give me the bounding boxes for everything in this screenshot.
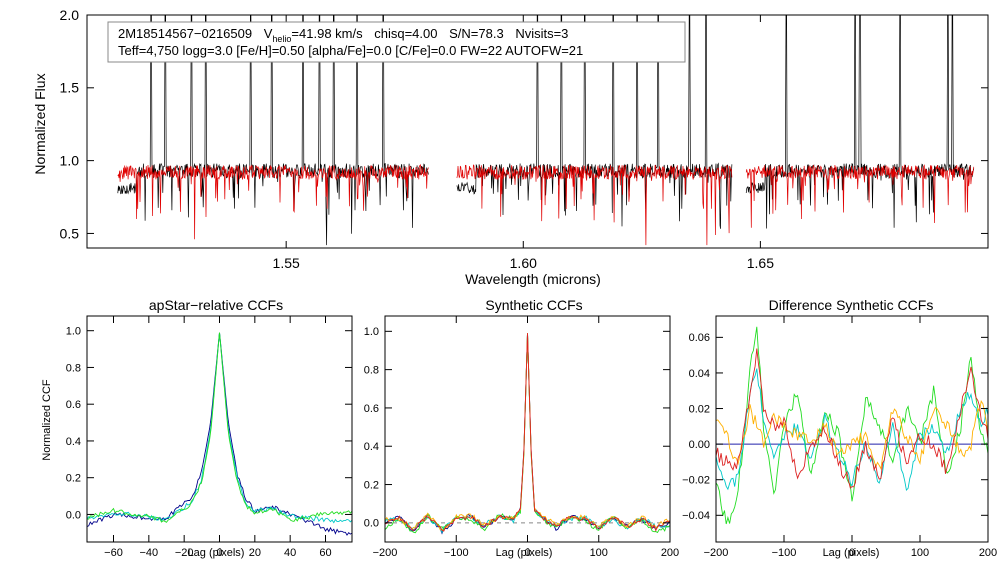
legend-nvisits: Nvisits=3 xyxy=(515,26,568,41)
synthetic-ccf-series xyxy=(385,333,670,535)
synthetic-ccf-panel: −200 −100 0 100 200 0.0 0.2 0.4 0.6 0.8 1.0 Synthe… xyxy=(364,297,679,559)
y-tick-label: 0.8 xyxy=(66,362,81,374)
legend-star-id: 2M18514567−0216509 xyxy=(118,26,252,41)
spectrum-panel: 1.55 1.60 1.65 0.5 1.0 1.5 2.0 Wavelength (mic… xyxy=(32,7,989,287)
y-tick-label: 0.00 xyxy=(689,439,710,451)
legend-chisq: chisq=4.00 xyxy=(374,26,437,41)
apstar-ccf-ylabel: Normalized CCF xyxy=(41,379,53,461)
spectrum-axes-frame xyxy=(86,14,989,249)
apstar-ccf-title: apStar−relative CCFs xyxy=(149,297,283,313)
difference-ccf-series xyxy=(716,326,988,525)
spectrum-ylabel: Normalized Flux xyxy=(32,73,48,174)
spectrum-ticks: 1.55 1.60 1.65 0.5 1.0 1.5 2.0 xyxy=(60,7,988,271)
legend-box xyxy=(107,21,686,63)
synthetic_ccf-series-model-1 xyxy=(385,333,670,535)
y-tick-label: 0.4 xyxy=(364,441,379,453)
legend-vhelio-sub: helio xyxy=(272,34,291,44)
y-tick-label: 0.2 xyxy=(66,473,81,485)
difference-ccf-title: Difference Synthetic CCFs xyxy=(769,297,934,313)
synthetic-ccf-title: Synthetic CCFs xyxy=(485,297,582,313)
y-tick-label: −0.02 xyxy=(682,475,710,487)
diff_ccf-series-diff-2 xyxy=(716,368,988,492)
y-tick-label: 0.5 xyxy=(60,225,80,241)
y-tick-label: 0.6 xyxy=(66,399,81,411)
y-tick-label: 1.0 xyxy=(60,153,80,169)
y-tick-label: 0.0 xyxy=(66,509,81,521)
difference-ccf-panel: −200 −100 0 100 200 −0.04 −0.02 0.00 0.02 0.04 0.0… xyxy=(682,297,997,559)
x-tick-label: 40 xyxy=(284,547,296,559)
spectrum-series-model xyxy=(117,163,975,246)
apstar_ccf-series-visit-1 xyxy=(87,332,352,536)
x-tick-label: 1.55 xyxy=(273,255,300,271)
x-tick-label: 100 xyxy=(911,547,929,559)
y-tick-label: 1.5 xyxy=(60,80,80,96)
spectrum-series xyxy=(117,15,975,246)
spectrum-legend: 2M18514567−0216509 Vhelio=41.98 km/s chi… xyxy=(107,21,686,63)
apstar-ccf-panel: −60 −40 −20 0 20 40 60 0.0 0.2 0.4 0.6 0.8 1.0 apSta… xyxy=(41,297,353,559)
x-tick-label: 200 xyxy=(979,547,997,559)
x-tick-label: −40 xyxy=(139,547,158,559)
legend-vhelio-prefix: V xyxy=(264,26,273,41)
x-tick-label: 60 xyxy=(319,547,331,559)
difference-ccf-xlabel: Lag (pixels) xyxy=(823,547,880,559)
legend-line-1: 2M18514567−0216509 Vhelio=41.98 km/s chi… xyxy=(118,26,568,44)
synthetic-ccf-axes-frame xyxy=(384,315,671,543)
y-tick-label: 1.0 xyxy=(364,326,379,338)
y-tick-label: 0.6 xyxy=(364,403,379,415)
x-tick-label: 200 xyxy=(661,547,679,559)
apstar-ccf-series xyxy=(87,332,352,536)
synthetic_ccf-series-model-4 xyxy=(385,333,670,532)
spectrum-xlabel: Wavelength (microns) xyxy=(465,271,601,287)
x-tick-label: 1.65 xyxy=(747,255,774,271)
synthetic-ccf-xlabel: Lag (pixels) xyxy=(496,547,553,559)
synthetic_ccf-series-model-3 xyxy=(385,333,670,534)
y-tick-label: 0.4 xyxy=(66,436,81,448)
x-tick-label: 0 xyxy=(524,547,530,559)
x-tick-label: 0 xyxy=(216,547,222,559)
x-tick-label: 0 xyxy=(849,547,855,559)
diff_ccf-series-diff-3 xyxy=(716,400,988,471)
x-tick-label: 20 xyxy=(249,547,261,559)
difference-ccf-axes-frame xyxy=(715,315,989,543)
x-tick-label: −200 xyxy=(373,547,398,559)
y-tick-label: 0.04 xyxy=(689,368,710,380)
legend-vhelio-value: =41.98 km/s xyxy=(291,26,363,41)
x-tick-label: −60 xyxy=(104,547,123,559)
y-tick-label: 0.2 xyxy=(364,479,379,491)
apstar_ccf-series-visit-3 xyxy=(87,332,352,523)
synthetic_ccf-series-model-5 xyxy=(385,333,670,532)
y-tick-label: 0.06 xyxy=(689,332,710,344)
diff_ccf-series-diff-4 xyxy=(716,348,988,489)
x-tick-label: −20 xyxy=(175,547,194,559)
x-tick-label: −100 xyxy=(772,547,797,559)
y-tick-label: −0.04 xyxy=(682,510,710,522)
legend-line-2: Teff=4,750 logg=3.0 [Fe/H]=0.50 [alpha/F… xyxy=(118,43,583,58)
apstar-ccf-xlabel: Lag (pixels) xyxy=(188,547,245,559)
synthetic-ccf-ticks: −200 −100 0 100 200 0.0 0.2 0.4 0.6 0.8 1.0 xyxy=(364,316,679,559)
apstar-ccf-ticks: −60 −40 −20 0 20 40 60 0.0 0.2 0.4 0.6 0.8 1.0 xyxy=(66,316,352,559)
legend-snr: S/N=78.3 xyxy=(449,26,504,41)
y-tick-label: 0.8 xyxy=(364,364,379,376)
synthetic_ccf-series-model-2 xyxy=(385,333,670,534)
y-tick-label: 1.0 xyxy=(66,326,81,338)
x-tick-label: 1.60 xyxy=(510,255,537,271)
y-tick-label: 0.0 xyxy=(364,518,379,530)
x-tick-label: −100 xyxy=(444,547,469,559)
apstar-ccf-axes-frame xyxy=(86,315,353,543)
y-tick-label: 0.02 xyxy=(689,403,710,415)
x-tick-label: 100 xyxy=(590,547,608,559)
y-tick-label: 2.0 xyxy=(60,7,80,23)
apstar_ccf-series-visit-2 xyxy=(87,332,352,524)
x-tick-label: −200 xyxy=(704,547,729,559)
